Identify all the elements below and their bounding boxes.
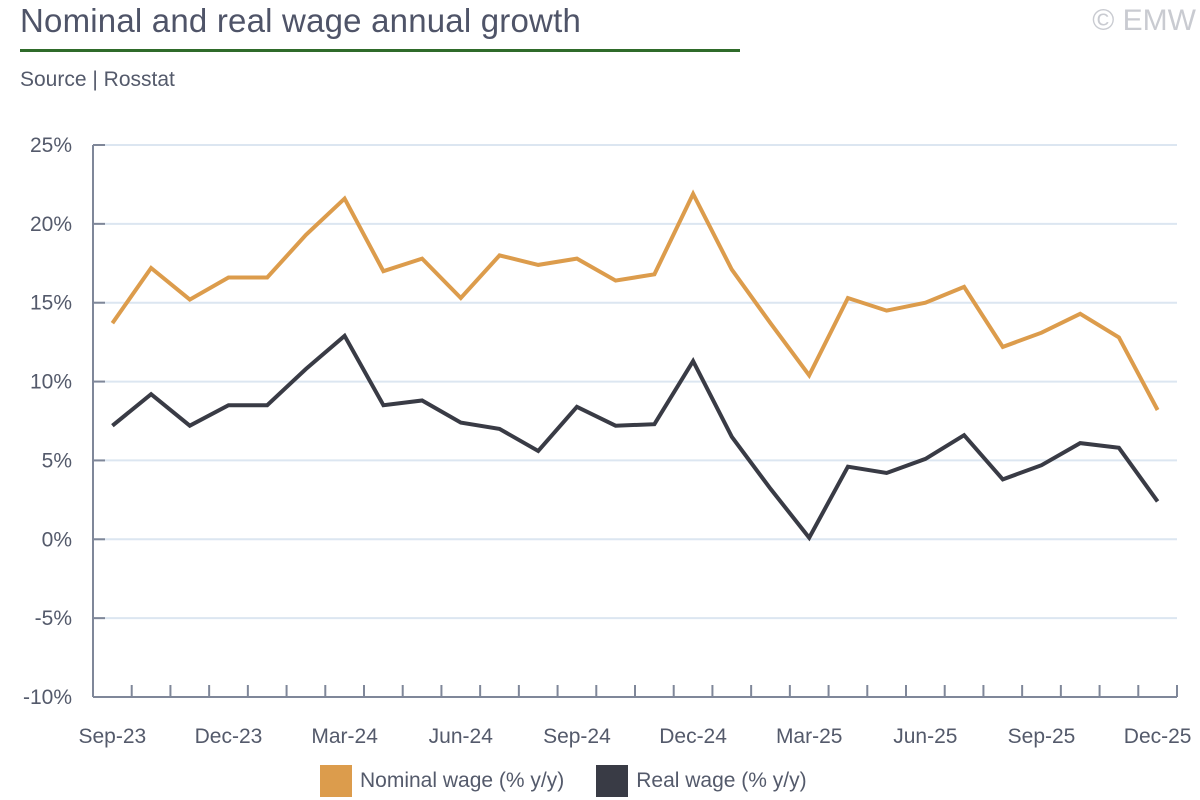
y-tick-label: 0%: [42, 528, 72, 551]
x-tick-label: Dec-25: [1124, 725, 1192, 748]
y-tick-label: 15%: [30, 292, 72, 315]
legend-item-nominal: Nominal wage (% y/y): [320, 765, 564, 797]
legend: Nominal wage (% y/y) Real wage (% y/y): [320, 765, 839, 797]
legend-item-real: Real wage (% y/y): [596, 765, 807, 797]
x-tick-label: Sep-25: [1008, 725, 1076, 748]
series-line-nominal: [110, 189, 1160, 411]
y-tick-label: -10%: [23, 686, 72, 709]
legend-swatch-real: [596, 765, 629, 797]
legend-label-real: Real wage (% y/y): [636, 769, 807, 792]
x-tick-label: Sep-23: [78, 725, 146, 748]
x-tick-label: Sep-24: [543, 725, 611, 748]
title-underline: [20, 49, 740, 52]
y-tick-label: 10%: [30, 371, 72, 394]
x-tick-label: Mar-25: [776, 725, 843, 748]
y-tick-label: 20%: [30, 213, 72, 236]
x-tick-label: Jun-24: [429, 725, 494, 748]
y-tick-label: 25%: [30, 134, 72, 157]
chart-title: Nominal and real wage annual growth: [20, 2, 582, 39]
series-line-real: [111, 332, 1160, 542]
x-tick-label: Jun-25: [893, 725, 957, 748]
source-label: Source | Rosstat: [20, 68, 175, 91]
x-tick-label: Dec-24: [659, 725, 727, 748]
x-tick-label: Mar-24: [311, 725, 378, 748]
y-tick-label: -5%: [35, 607, 72, 630]
copyright-watermark: © EMW: [1092, 4, 1196, 37]
x-tick-label: Dec-23: [195, 725, 263, 748]
y-tick-label: 5%: [42, 449, 72, 472]
legend-label-nominal: Nominal wage (% y/y): [360, 769, 565, 792]
legend-swatch-nominal: [320, 765, 352, 797]
